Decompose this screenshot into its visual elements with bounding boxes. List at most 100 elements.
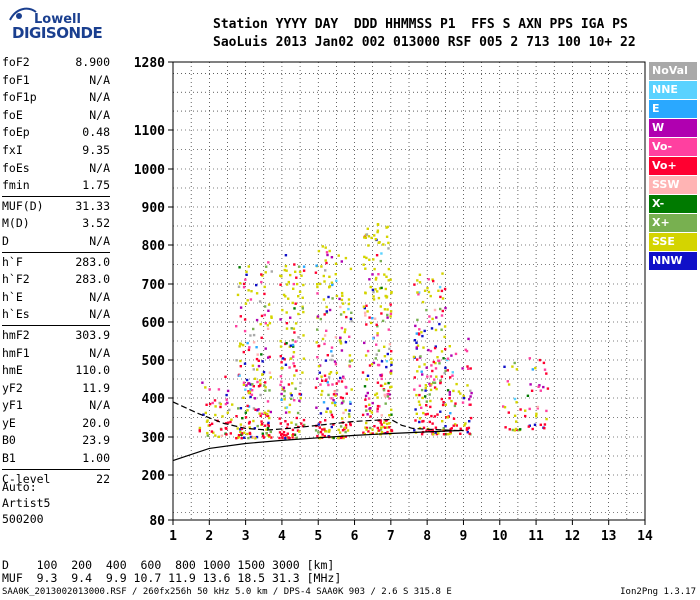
echo-point (252, 368, 255, 371)
echo-point (249, 388, 252, 391)
echo-point (420, 370, 423, 373)
param-value: N/A (89, 345, 110, 360)
echo-point (468, 398, 471, 401)
echo-point (225, 393, 228, 397)
plot-axes: 1 2 3 4 5 6 7 8 9 10 11 12 13 14802003004005006007008… (134, 56, 653, 544)
echo-point (439, 379, 442, 382)
echo-point (238, 374, 241, 377)
echo-point (466, 384, 469, 387)
echo-point (379, 384, 383, 387)
echo-point (444, 306, 447, 310)
echo-point (513, 429, 516, 432)
echo-point (376, 396, 379, 399)
echo-point (235, 359, 238, 362)
echo-point (252, 419, 255, 423)
echo-point (545, 417, 548, 421)
echo-point (376, 230, 379, 234)
echo-point (293, 399, 296, 402)
echo-point (503, 365, 506, 368)
echo-point (330, 281, 334, 284)
echo-point (517, 428, 520, 432)
echo-point (268, 355, 271, 359)
echo-point (330, 413, 334, 417)
echo-point (465, 427, 469, 430)
echo-point (413, 429, 416, 432)
echo-point (372, 337, 375, 340)
echo-point (260, 420, 263, 423)
echo-point (362, 305, 366, 308)
echo-point (259, 393, 262, 397)
echo-point (247, 265, 250, 268)
param-separator (2, 251, 110, 253)
echo-point (280, 398, 283, 401)
echo-point (323, 334, 327, 337)
echo-point (245, 273, 248, 276)
echo-point (387, 389, 390, 393)
echo-point (217, 388, 221, 391)
echo-point (240, 437, 243, 440)
echo-point (526, 394, 530, 397)
echo-point (349, 422, 352, 425)
echo-point (390, 413, 393, 416)
echo-point (424, 413, 427, 416)
echo-point (231, 403, 234, 406)
echo-point (328, 275, 331, 278)
echo-point (365, 421, 368, 425)
param-label: foE (2, 107, 23, 122)
x-tick-label: 10 (492, 529, 508, 544)
echo-point (220, 434, 224, 437)
echo-point (414, 408, 417, 411)
echo-point (348, 415, 351, 418)
echo-point (438, 362, 441, 365)
echo-point (446, 389, 450, 392)
echo-point (388, 347, 391, 351)
echo-point (330, 358, 333, 362)
echo-point (503, 406, 507, 409)
param-row: M(D) 3.52 (2, 215, 110, 233)
param-label: hmE (2, 363, 23, 378)
echo-point (543, 423, 547, 426)
echo-point (329, 371, 333, 374)
echo-point (418, 365, 421, 368)
echo-point (324, 359, 328, 362)
echo-point (363, 432, 366, 436)
echo-point (298, 270, 302, 274)
echo-point (364, 314, 367, 317)
echo-point (266, 324, 269, 327)
echo-point (224, 426, 227, 430)
echo-point (259, 384, 262, 387)
echo-point (217, 435, 221, 438)
echo-point (439, 307, 442, 311)
echo-point (326, 354, 329, 357)
echo-point (302, 265, 306, 268)
echo-point (344, 408, 347, 412)
echo-point (224, 375, 227, 378)
echo-point (335, 382, 338, 385)
echo-point (293, 436, 296, 440)
echo-point (257, 359, 260, 362)
echo-point (239, 306, 243, 309)
echo-point (443, 287, 447, 291)
echo-point (260, 353, 263, 356)
echo-point (297, 265, 301, 268)
echo-point (433, 415, 437, 418)
echo-point (298, 392, 301, 396)
echo-point (296, 429, 300, 432)
echo-point (238, 282, 242, 285)
param-label: M(D) (2, 216, 30, 231)
echo-point (327, 430, 331, 433)
echo-point (376, 381, 380, 384)
echo-point (237, 407, 240, 410)
param-value: 3.52 (82, 216, 110, 231)
echo-point (265, 265, 268, 268)
y-tick-label: 600 (142, 316, 166, 331)
echo-point (435, 375, 438, 378)
echo-point (442, 427, 445, 430)
echo-point (424, 389, 427, 392)
echo-point (502, 405, 505, 408)
param-value: 31.33 (75, 198, 110, 213)
echo-point (416, 344, 420, 347)
echo-point (416, 358, 419, 361)
echo-point (428, 382, 431, 385)
echo-point (328, 308, 332, 312)
